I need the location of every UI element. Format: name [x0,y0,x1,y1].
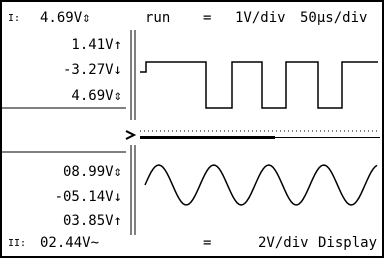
footer-reading: 02.44V~ [40,235,99,251]
memory-bar [140,136,275,139]
ch2-reading: 03.85V↑ [63,213,122,229]
channel-label: I: [8,13,20,24]
ch1-reading: 4.69V⇕ [71,88,122,104]
coupling: = [203,235,211,251]
ch2-reading: 08.99V⇕ [63,164,122,180]
coupling: = [203,10,211,26]
time-per-div: 50µs/div [300,10,367,26]
screen-frame [1,1,383,257]
channel-label: II: [8,238,26,249]
run-mode[interactable]: run [145,10,170,26]
ch2-reading: -05.14V↓ [55,189,122,205]
volts-per-div: 2V/div [258,235,309,251]
header-reading: 4.69V⇕ [40,10,91,26]
ch1-reading: 1.41V↑ [71,37,122,53]
ch1-reading: -3.27V↓ [63,62,122,78]
scope-screen: I: 4.69V⇕ run = 1V/div 50µs/div 1.41V↑ -… [0,0,384,258]
volts-per-div: 1V/div [235,10,286,26]
display-button[interactable]: Display [318,235,377,251]
